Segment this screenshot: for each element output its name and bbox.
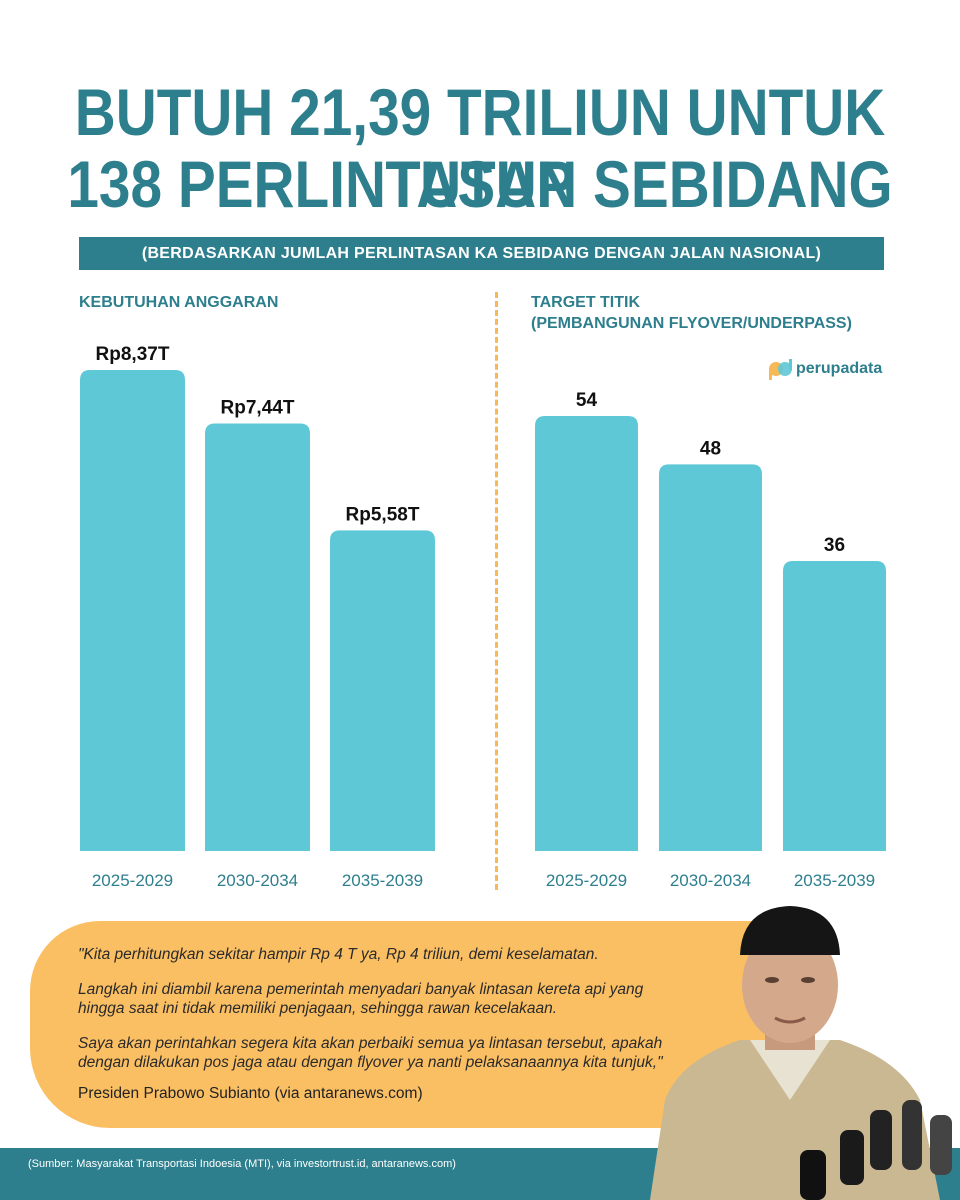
brand-logo: perupadata	[768, 357, 882, 381]
president-portrait-icon	[650, 906, 952, 1200]
chart-1-bar-2	[205, 423, 310, 851]
bar-charts: Rp8,37T 2025-2029 Rp7,44T 2030-2034 Rp5,58T 2…	[80, 344, 886, 890]
chart-2-category-label-3: 2035-2039	[794, 871, 875, 890]
chart-1-category-label-1: 2025-2029	[92, 871, 173, 890]
right-chart-title-line-2: (PEMBANGUNAN FLYOVER/UNDERPASS)	[531, 315, 852, 332]
chart-1-category-label-2: 2030-2034	[217, 871, 298, 890]
logo-text: perupadata	[796, 360, 883, 377]
chart-2-category-label-1: 2025-2029	[546, 871, 627, 890]
quote-paragraph-3b: dengan dilakukan pos jaga atau dengan fl…	[78, 1054, 663, 1071]
page-title-line-2: 138 PERLINTASAN SEBIDANG	[67, 147, 893, 221]
chart-2-bar-1	[535, 416, 638, 851]
source-note: (Sumber: Masyarakat Transportasi Indoesi…	[28, 1158, 456, 1170]
quote-paragraph-3a: Saya akan perintahkan segera kita akan p…	[78, 1035, 663, 1052]
quote-attribution: Presiden Prabowo Subianto (via antaranew…	[78, 1085, 423, 1102]
chart-1-data-label-2: Rp7,44T	[221, 397, 295, 418]
chart-2-bar-3	[783, 561, 886, 851]
subtitle-bar: (BERDASARKAN JUMLAH PERLINTASAN KA SEBID…	[79, 237, 884, 270]
chart-2-category-label-2: 2030-2034	[670, 871, 751, 890]
quote-paragraph-2b: hingga saat ini tidak memiliki penjagaan…	[78, 1000, 558, 1017]
chart-1-bar-1	[80, 370, 185, 851]
page-title-line-1: BUTUH 21,39 TRILIUN UNTUK TUTUP	[74, 75, 886, 221]
left-chart-title: KEBUTUHAN ANGGARAN	[79, 294, 279, 311]
chart-2-data-label-1: 54	[576, 390, 598, 411]
perupadata-logo-icon	[769, 359, 792, 380]
chart-2-data-label-2: 48	[700, 438, 721, 459]
quote-paragraph-1: "Kita perhitungkan sekitar hampir Rp 4 T…	[78, 946, 599, 963]
chart-1-category-label-3: 2035-2039	[342, 871, 423, 890]
chart-1-bar-3	[330, 530, 435, 851]
quote-box	[30, 921, 780, 1128]
panel-divider	[495, 292, 498, 890]
chart-1-data-label-3: Rp5,58T	[346, 504, 420, 525]
chart-2-bar-2	[659, 464, 762, 851]
quote-paragraph-2a: Langkah ini diambil karena pemerintah me…	[78, 981, 644, 998]
chart-2-data-label-3: 36	[824, 535, 845, 556]
right-chart-title-line-1: TARGET TITIK	[531, 294, 641, 311]
subtitle-text: (BERDASARKAN JUMLAH PERLINTASAN KA SEBID…	[141, 244, 822, 262]
chart-1-data-label-1: Rp8,37T	[96, 344, 170, 365]
